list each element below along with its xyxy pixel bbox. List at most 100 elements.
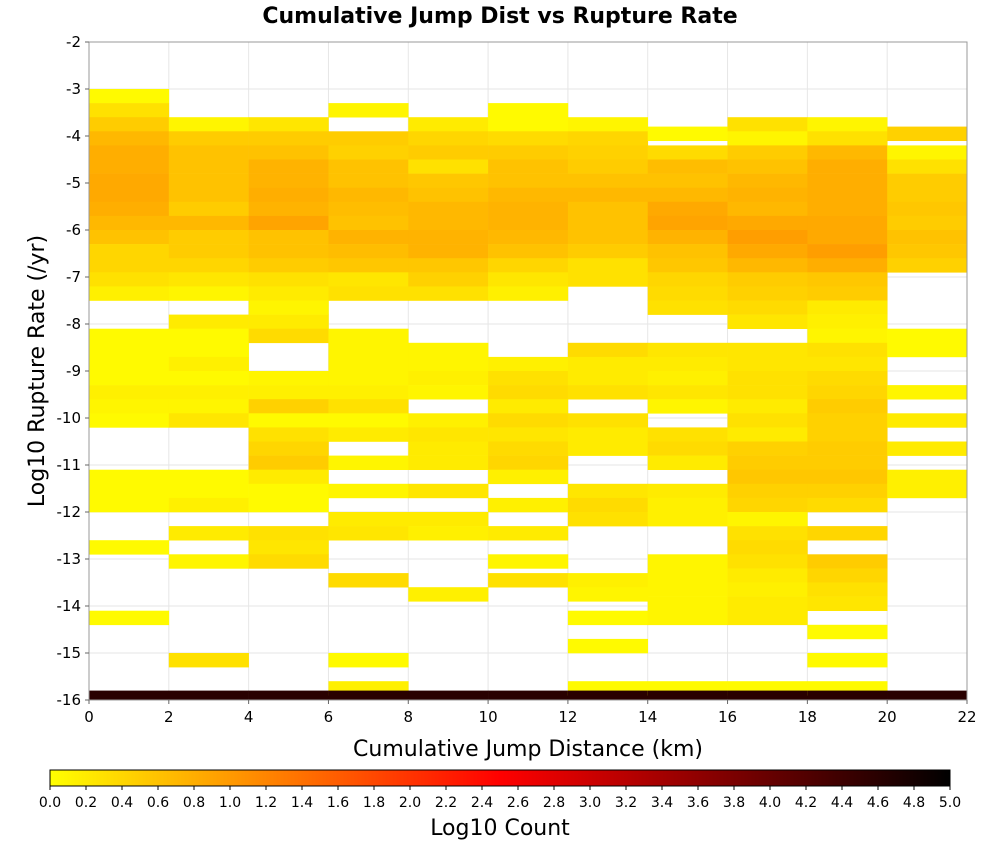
heatmap-cell: [488, 356, 569, 372]
heatmap-cell: [887, 342, 968, 358]
heatmap-cell: [168, 258, 249, 273]
heatmap-cell: [328, 385, 409, 400]
colorbar-tick-label: 2.4: [471, 795, 493, 811]
heatmap-cell: [488, 159, 569, 174]
heatmap-cell: [328, 526, 409, 541]
heatmap-cell: [727, 568, 808, 583]
heatmap-cell: [248, 145, 329, 160]
heatmap-cell: [567, 145, 649, 160]
heatmap-cell: [248, 300, 329, 315]
colorbar-tick-label: 2.2: [435, 795, 457, 811]
heatmap-cell: [168, 173, 249, 188]
heatmap-cell: [89, 483, 170, 499]
heatmap-cell: [408, 230, 489, 245]
colorbar-tick-label: 1.0: [219, 795, 241, 811]
heatmap-cell: [328, 653, 409, 668]
heatmap-cell: [488, 385, 569, 400]
heatmap-cell: [89, 89, 170, 104]
colorbar-tick-label: 3.8: [723, 795, 745, 811]
heatmap-cell: [488, 286, 569, 301]
heatmap-cell: [89, 201, 170, 217]
heatmap-cell: [807, 258, 888, 273]
heatmap-cell: [248, 187, 329, 203]
heatmap-cell: [807, 131, 888, 146]
heatmap-cell: [807, 173, 888, 188]
heatmap-cell: [488, 427, 569, 442]
heatmap-cell: [567, 272, 649, 287]
heatmap-cell: [328, 690, 409, 701]
heatmap-cell: [567, 258, 649, 273]
heatmap-cell: [647, 554, 728, 569]
heatmap-cell: [807, 413, 888, 428]
heatmap-cell: [89, 103, 170, 118]
heatmap-cell: [647, 582, 728, 597]
heatmap-cell: [647, 427, 728, 442]
heatmap-cell: [248, 314, 329, 329]
heatmap-cell: [807, 483, 888, 499]
heatmap-cell: [248, 328, 329, 344]
x-tick-label: 14: [638, 708, 657, 726]
colorbar-tick-label: 0.0: [39, 795, 61, 811]
y-tick-label: -12: [57, 503, 82, 521]
heatmap-cell: [807, 455, 888, 470]
heatmap-cell: [647, 159, 728, 174]
heatmap-cell: [89, 385, 170, 400]
heatmap-cell: [647, 399, 728, 414]
heatmap-cell: [567, 356, 649, 372]
heatmap-cell: [647, 272, 728, 287]
heatmap-cell: [89, 286, 170, 301]
colorbar-label: Log10 Count: [430, 816, 570, 841]
heatmap-cell: [647, 512, 728, 527]
heatmap-cell: [727, 610, 808, 626]
heatmap-cell: [807, 624, 888, 640]
heatmap-cell: [168, 554, 249, 569]
heatmap-cell: [807, 300, 888, 315]
heatmap-cell: [328, 187, 409, 203]
heatmap-cell: [408, 215, 489, 231]
colorbar-tick-label: 3.6: [687, 795, 709, 811]
heatmap-cell: [567, 159, 649, 174]
heatmap-cell: [328, 427, 409, 442]
heatmap-cell: [647, 342, 728, 358]
heatmap-cell: [727, 201, 808, 217]
heatmap-cell: [647, 258, 728, 273]
heatmap-cell: [408, 244, 489, 259]
heatmap-cell: [647, 497, 728, 513]
heatmap-cell: [328, 201, 409, 217]
heatmap-cell: [168, 187, 249, 203]
y-tick-label: -7: [66, 268, 81, 286]
heatmap-cell: [408, 371, 489, 386]
heatmap-cell: [408, 131, 489, 146]
y-tick-label: -6: [66, 221, 81, 239]
heatmap-cell: [727, 356, 808, 372]
heatmap-cell: [328, 342, 409, 358]
heatmap-cell: [567, 371, 649, 386]
heatmap-cell: [408, 173, 489, 188]
heatmap-cell: [328, 258, 409, 273]
heatmap-cell: [567, 385, 649, 400]
heatmap-cell: [727, 159, 808, 174]
heatmap-cell: [328, 244, 409, 259]
x-tick-label: 0: [84, 708, 94, 726]
heatmap-cell: [887, 159, 968, 174]
heatmap-cell: [168, 215, 249, 231]
heatmap-cell: [248, 272, 329, 287]
heatmap-cell: [567, 117, 649, 132]
heatmap-cell: [408, 441, 489, 456]
heatmap-cell: [887, 244, 968, 259]
heatmap-cell: [488, 258, 569, 273]
heatmap-cell: [248, 131, 329, 146]
colorbar-tick-label: 4.2: [795, 795, 817, 811]
heatmap-cell: [328, 103, 409, 118]
heatmap-cell: [248, 483, 329, 499]
heatmap-cell: [727, 399, 808, 414]
heatmap-cell: [807, 187, 888, 203]
heatmap-cell: [887, 385, 968, 400]
heatmap-cell: [89, 469, 170, 485]
heatmap-cell: [807, 314, 888, 329]
heatmap-cell: [567, 690, 649, 701]
heatmap-cell: [328, 573, 409, 588]
heatmap-cell: [488, 272, 569, 287]
y-tick-label: -13: [57, 550, 82, 568]
y-tick-label: -2: [66, 33, 81, 51]
